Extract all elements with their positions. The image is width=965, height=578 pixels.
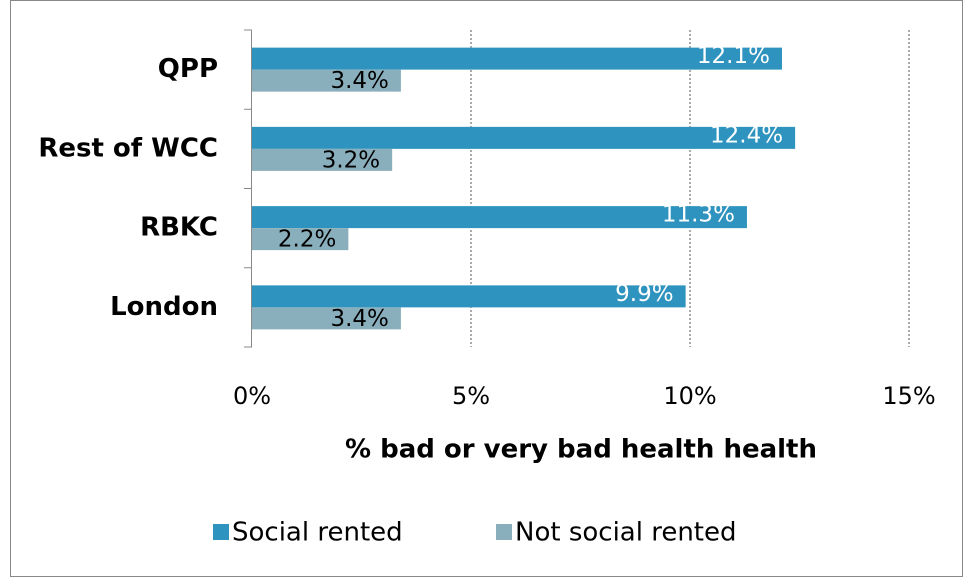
y-tick-label: QPP (158, 54, 218, 84)
bar (252, 228, 349, 251)
bar (252, 285, 686, 308)
x-tick-label: 5% (452, 382, 490, 410)
x-tick-label: 0% (233, 382, 271, 410)
data-label: 3.4% (330, 68, 388, 94)
data-label: 3.4% (330, 306, 388, 332)
y-tick-label: Rest of WCC (38, 133, 218, 163)
data-label: 3.2% (322, 147, 380, 173)
data-label: 12.4% (710, 122, 783, 148)
bar (252, 148, 393, 171)
bar (252, 47, 782, 70)
y-tick-label: London (110, 292, 218, 322)
x-axis-title: % bad or very bad health health (345, 435, 817, 465)
data-label: 9.9% (615, 281, 673, 307)
bar (252, 69, 401, 92)
data-label: 11.3% (662, 202, 735, 228)
legend-swatch (496, 524, 512, 540)
legend-label: Not social rented (515, 518, 737, 548)
x-tick-label: 10% (663, 382, 716, 410)
legend-swatch (213, 524, 229, 540)
y-tick-label: RBKC (140, 213, 218, 243)
bar (252, 126, 796, 149)
data-label: 2.2% (278, 227, 336, 253)
bar (252, 206, 747, 229)
legend-label: Social rented (232, 518, 403, 548)
bar (252, 307, 401, 330)
x-tick-label: 15% (882, 382, 935, 410)
data-label: 12.1% (697, 43, 770, 69)
